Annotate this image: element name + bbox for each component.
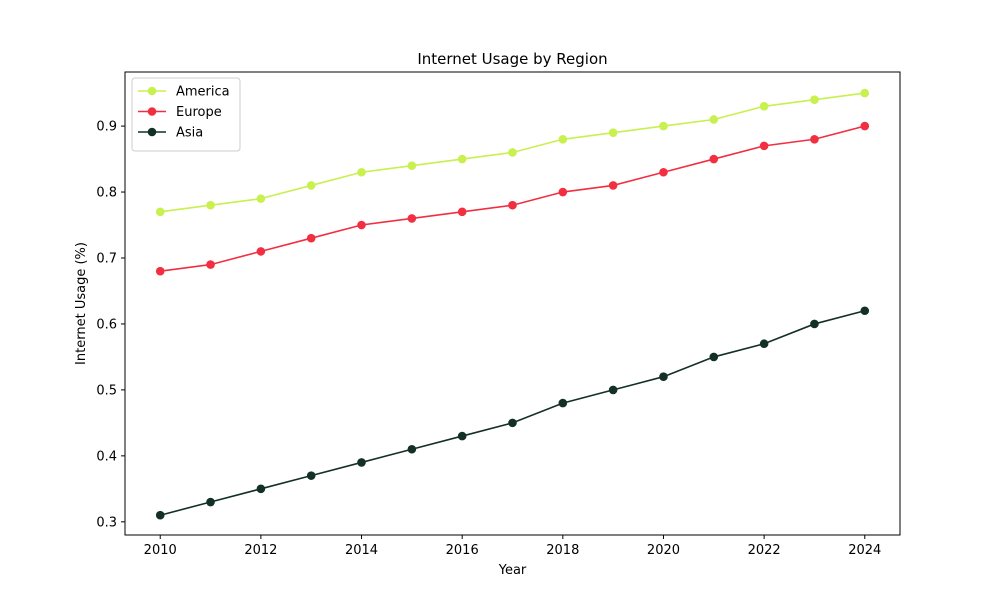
point-asia-2013 (306, 471, 316, 480)
x-tick-label-2018: 2018 (546, 543, 579, 558)
point-asia-2014 (357, 458, 366, 467)
point-asia-2022 (759, 339, 769, 349)
point-asia-2015 (407, 444, 417, 454)
y-axis-label: Internet Usage (%) (74, 242, 89, 365)
y-tick-label-0.6: 0.6 (96, 317, 117, 332)
point-europe-2018 (558, 187, 568, 197)
x-axis-label: Year (498, 563, 527, 578)
x-axis: 2010 2012 2014 2016 2018 2020 2022 2024 (144, 535, 881, 558)
legend-label-europe: Europe (176, 105, 222, 120)
point-europe-2011 (206, 260, 215, 269)
legend-marker-asia (147, 127, 157, 137)
plot-frame (124, 71, 901, 536)
point-asia-2016 (457, 431, 467, 441)
point-europe-2022 (759, 141, 769, 151)
point-asia-2012 (256, 484, 266, 494)
point-europe-2023 (810, 134, 819, 144)
x-tick-label-2020: 2020 (647, 543, 680, 558)
y-tick-label-0.9: 0.9 (96, 120, 117, 135)
x-tick-label-2012: 2012 (244, 543, 277, 558)
point-asia-2024 (860, 306, 870, 316)
point-europe-2015 (407, 214, 417, 223)
point-america-2022 (759, 101, 769, 111)
point-europe-2017 (508, 200, 517, 210)
point-europe-2013 (306, 233, 316, 243)
series-line-europe (160, 125, 865, 272)
point-america-2023 (810, 95, 819, 105)
y-axis: 0.3 0.4 0.5 0.6 0.7 0.8 0.9 (96, 120, 125, 530)
point-america-2024 (860, 88, 870, 98)
point-america-2018 (558, 134, 568, 144)
point-asia-2017 (508, 418, 517, 428)
point-america-2011 (206, 200, 215, 210)
legend: America Europe Asia (131, 77, 241, 152)
y-tick-label-0.7: 0.7 (96, 251, 117, 266)
point-europe-2014 (357, 220, 366, 230)
chart-title: Internet Usage by Region (417, 50, 607, 68)
point-europe-2021 (709, 154, 719, 164)
series-line-asia (160, 309, 865, 516)
point-europe-2016 (457, 207, 467, 217)
x-tick-label-2022: 2022 (748, 543, 781, 558)
point-europe-2024 (860, 121, 870, 131)
point-asia-2020 (659, 372, 668, 382)
point-asia-2023 (810, 319, 819, 329)
plot-area (155, 88, 870, 520)
point-america-2015 (407, 161, 417, 170)
point-europe-2019 (608, 181, 618, 190)
point-asia-2019 (608, 385, 618, 395)
point-america-2010 (155, 207, 165, 217)
point-europe-2012 (256, 247, 266, 256)
point-america-2019 (608, 128, 618, 137)
point-america-2013 (306, 181, 316, 190)
point-america-2016 (457, 154, 467, 164)
x-tick-label-2016: 2016 (446, 543, 479, 558)
y-tick-label-0.4: 0.4 (96, 449, 117, 464)
point-asia-2011 (206, 497, 215, 507)
legend-label-asia: Asia (176, 126, 203, 141)
point-europe-2020 (659, 167, 668, 177)
point-america-2014 (357, 167, 366, 177)
legend-label-america: America (176, 85, 230, 100)
y-tick-label-0.5: 0.5 (96, 383, 117, 398)
point-asia-2021 (709, 352, 719, 362)
point-america-2017 (508, 148, 517, 157)
point-america-2012 (256, 194, 266, 203)
x-tick-label-2010: 2010 (144, 543, 177, 558)
y-tick-label-0.3: 0.3 (96, 515, 117, 530)
legend-marker-america (147, 86, 157, 96)
point-asia-2018 (558, 398, 568, 408)
point-america-2021 (709, 115, 719, 124)
x-tick-label-2024: 2024 (848, 543, 881, 558)
x-tick-label-2014: 2014 (345, 543, 378, 558)
legend-marker-europe (147, 107, 157, 116)
point-europe-2010 (155, 266, 165, 276)
y-tick-label-0.8: 0.8 (96, 186, 117, 201)
point-asia-2010 (155, 510, 165, 520)
point-america-2020 (659, 121, 668, 131)
